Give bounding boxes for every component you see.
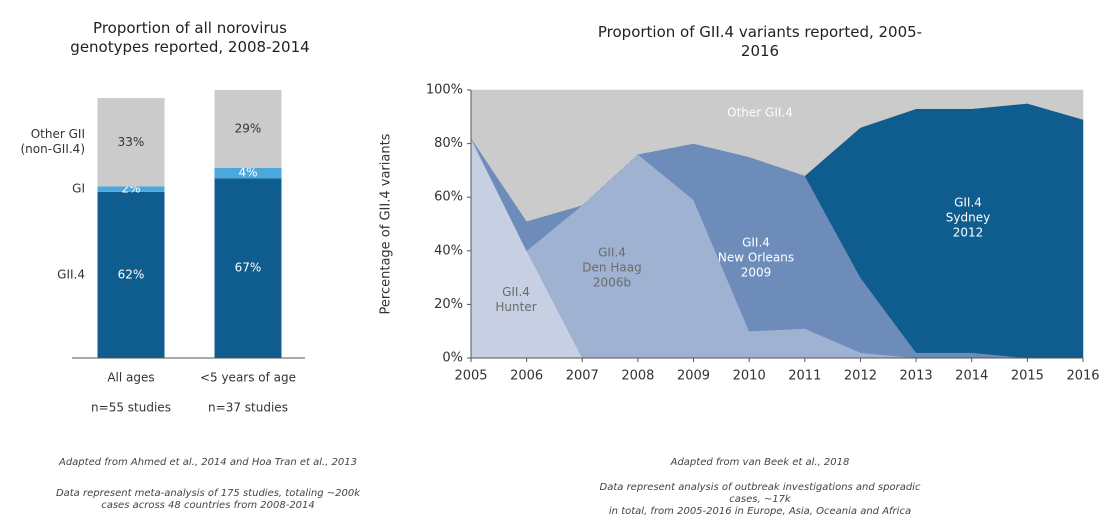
x-tick-label: 2014 xyxy=(955,369,988,384)
x-tick-label: 2009 xyxy=(677,369,710,384)
x-tick-label: All ages xyxy=(107,371,154,385)
area-label: GII.4 New Orleans 2009 xyxy=(717,235,795,280)
x-tick-label: 2011 xyxy=(788,369,821,384)
category-note: n=37 studies xyxy=(208,401,288,415)
bar-segment xyxy=(97,191,165,358)
area-label: GII.4 Sydney 2012 xyxy=(945,195,991,240)
y-axis-label: Percentage of GII.4 variants xyxy=(379,133,394,314)
area-label: GII.4 Hunter xyxy=(495,285,537,314)
y-tick-label: 0% xyxy=(442,351,463,366)
bar-segment xyxy=(214,90,282,168)
bar-segment xyxy=(97,98,165,187)
legend-label: Other GII (non-GII.4) xyxy=(20,127,85,157)
area xyxy=(470,89,1084,222)
x-tick-label: 2016 xyxy=(1066,369,1099,384)
x-tick-label: 2007 xyxy=(566,369,599,384)
bar-segment xyxy=(214,167,282,179)
area-label: Other GII.4 xyxy=(727,105,793,120)
category-note: n=55 studies xyxy=(91,401,171,415)
footnote: Data represent analysis of outbreak inve… xyxy=(599,482,921,517)
value-label: 29% xyxy=(235,121,262,135)
y-tick-label: 80% xyxy=(434,136,463,151)
value-label: 67% xyxy=(235,261,262,275)
x-tick-label: 2010 xyxy=(733,369,766,384)
footnote: Adapted from Ahmed et al., 2014 and Hoa … xyxy=(58,457,358,468)
chart-title: Proportion of all norovirus genotypes re… xyxy=(70,19,310,56)
legend-label: GII.4 xyxy=(57,267,85,282)
footnote: Adapted from van Beek et al., 2018 xyxy=(670,457,850,468)
x-tick-label: 2015 xyxy=(1011,369,1044,384)
x-tick-label: 2013 xyxy=(900,369,933,384)
value-label: 4% xyxy=(238,166,257,180)
bar-segment xyxy=(97,186,165,192)
value-label: 33% xyxy=(118,135,145,149)
chart-title: Proportion of GII.4 variants reported, 2… xyxy=(597,23,923,60)
x-tick-label: 2006 xyxy=(510,369,543,384)
x-tick-label: 2005 xyxy=(454,369,487,384)
area-label: GII.4 Den Haag 2006b xyxy=(582,245,642,290)
footnote: Data represent meta-analysis of 175 stud… xyxy=(55,488,361,511)
y-tick-label: 60% xyxy=(434,190,463,205)
x-tick-label: 2008 xyxy=(621,369,654,384)
legend-label: GI xyxy=(72,181,85,196)
x-tick-label: <5 years of age xyxy=(200,371,296,385)
y-tick-label: 100% xyxy=(426,83,463,98)
x-tick-label: 2012 xyxy=(844,369,877,384)
value-label: 62% xyxy=(118,267,145,281)
y-tick-label: 20% xyxy=(434,297,463,312)
bar-segment xyxy=(214,178,282,358)
y-tick-label: 40% xyxy=(434,243,463,258)
